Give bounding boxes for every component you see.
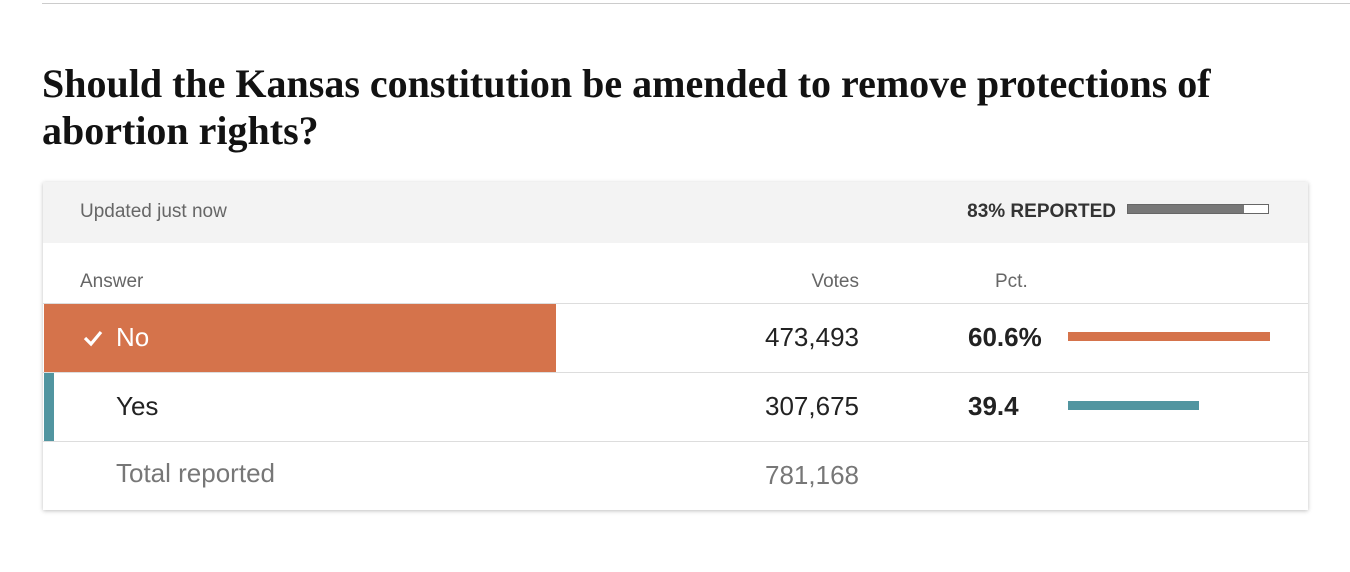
result-row: No 473,493 60.6%	[43, 304, 1308, 372]
check	[83, 330, 103, 347]
percent-bar	[1068, 401, 1200, 410]
votes: 473,493	[765, 322, 859, 352]
row-separator	[43, 441, 1308, 442]
title: Should the Kansas constitution be amende…	[42, 61, 1211, 153]
total-votes: 781,168	[765, 460, 859, 490]
check-icon	[83, 330, 103, 347]
results-table: Updated just now 83% REPORTED Answer Vot…	[43, 182, 1308, 510]
reported-bar	[1127, 204, 1269, 214]
answer: Yes	[116, 391, 159, 421]
color-strip	[44, 373, 54, 441]
total-label: Total reported	[116, 458, 275, 488]
table-header: Updated just now 83% REPORTED	[43, 182, 1308, 243]
column-header: Pct.	[995, 271, 1028, 292]
updated-text: Updated just now	[80, 201, 227, 222]
percent: 39.4	[968, 391, 1019, 421]
reported-fill	[1128, 205, 1245, 213]
column-header: Answer	[80, 271, 144, 292]
percent-bar	[1068, 332, 1270, 341]
answer: No	[116, 322, 150, 352]
reported-text: 83% REPORTED	[967, 201, 1116, 222]
votes: 307,675	[765, 391, 859, 421]
column-header: Votes	[811, 271, 859, 292]
percent: 60.6%	[968, 322, 1042, 352]
result-row: Yes 307,675 39.4	[43, 373, 1308, 441]
row-separator	[43, 372, 1308, 373]
row-separator	[43, 303, 1308, 304]
divider	[42, 3, 1350, 4]
winner-highlight	[44, 304, 556, 372]
